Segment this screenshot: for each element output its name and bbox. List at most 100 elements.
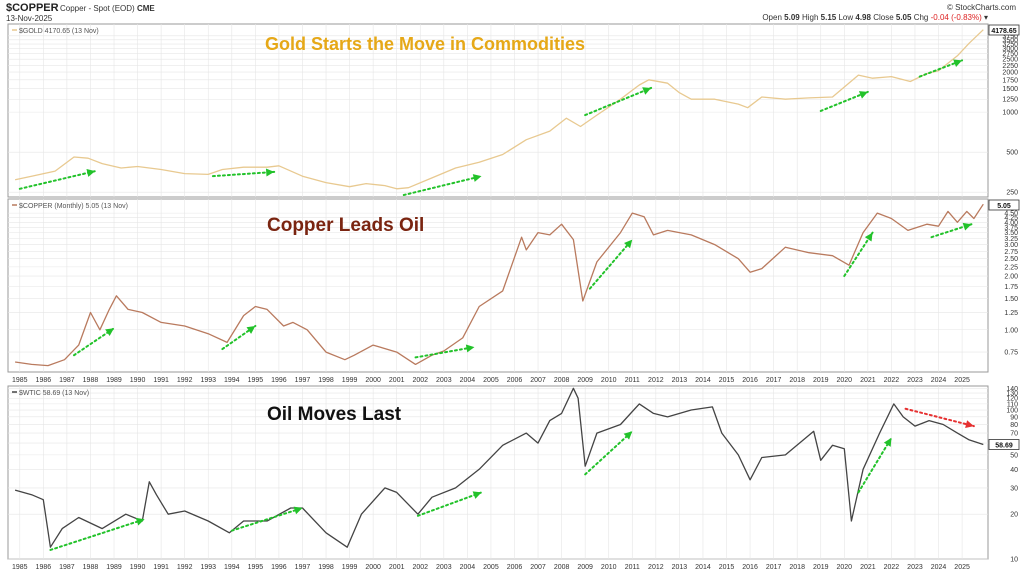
trend-arrow [72, 327, 116, 357]
x-tick-label: 2023 [907, 377, 923, 384]
x-tick-label: 2022 [884, 377, 900, 384]
y-tick-label: 130 [1006, 391, 1018, 398]
x-tick-label: 1998 [318, 564, 334, 571]
y-tick-label: 4.00 [1004, 220, 1018, 227]
trend-arrow-head [883, 437, 892, 447]
y-tick-label: 1250 [1002, 97, 1018, 104]
x-tick-label: 2005 [483, 564, 499, 571]
legend-label: $COPPER (Monthly) 5.05 (13 Nov) [19, 203, 128, 210]
x-tick-label: 2013 [672, 564, 688, 571]
x-tick-label: 2017 [766, 564, 782, 571]
x-tick-label: 1996 [271, 564, 287, 571]
x-tick-label: 1989 [106, 564, 122, 571]
y-tick-label: 20 [1010, 512, 1018, 519]
y-tick-label: 1.75 [1004, 284, 1018, 291]
x-tick-label: 2003 [436, 377, 452, 384]
x-tick-label: 2021 [860, 564, 876, 571]
dropdown-caret-icon[interactable]: ▾ [983, 13, 988, 22]
x-tick-label: 1999 [342, 377, 358, 384]
y-tick-label: 80 [1010, 422, 1018, 429]
x-tick-label: 2017 [766, 377, 782, 384]
x-tick-label: 2014 [695, 564, 711, 571]
description-text: Copper - Spot (EOD) [60, 4, 135, 13]
trend-arrow-head [864, 232, 873, 242]
chg-value: -0.04 (-0.83%) [930, 13, 982, 22]
series-line-3 [14, 387, 984, 548]
x-tick-label: 2021 [860, 377, 876, 384]
x-tick-label: 2010 [601, 564, 617, 571]
x-tick-label: 1999 [342, 564, 358, 571]
x-tick-label: 2008 [554, 377, 570, 384]
trend-arrow [819, 90, 869, 112]
x-tick-label: 2013 [672, 377, 688, 384]
y-tick-label: 3000 [1002, 46, 1018, 53]
x-tick-label: 2011 [625, 377, 640, 384]
y-tick-label: 2.75 [1004, 249, 1018, 256]
y-tick-label: 3.75 [1004, 225, 1018, 232]
panel-frame-1 [7, 23, 989, 198]
x-tick-label: 1987 [59, 377, 75, 384]
x-tick-label: 1992 [177, 377, 193, 384]
x-tick-label: 2015 [719, 564, 735, 571]
trend-arrow-head [135, 517, 145, 526]
y-tick-label: 2500 [1002, 57, 1018, 64]
panel-title-3: Oil Moves Last [267, 404, 402, 425]
y-tick-label: 4.50 [1004, 211, 1018, 218]
low-label: Low [838, 13, 854, 22]
y-tick-label: 3.25 [1004, 236, 1018, 243]
x-tick-label: 2016 [742, 377, 758, 384]
y-tick-label: 1000 [1002, 110, 1018, 117]
panel-frame-3 [7, 385, 989, 560]
trend-arrow-head [465, 344, 475, 353]
x-tick-label: 2024 [931, 377, 947, 384]
y-tick-label: 10 [1010, 557, 1018, 564]
last-value-badge [988, 24, 1020, 36]
x-tick-label: 2007 [530, 564, 546, 571]
trend-arrow [584, 430, 634, 476]
x-tick-label: 2002 [412, 377, 428, 384]
x-tick-label: 2005 [483, 377, 499, 384]
x-tick-label: 2009 [577, 377, 593, 384]
x-tick-label: 1996 [271, 377, 287, 384]
chart-date: 13-Nov-2025 [6, 14, 53, 23]
x-tick-label: 2020 [837, 377, 853, 384]
x-tick-label: 2003 [436, 564, 452, 571]
trend-arrow-head [642, 87, 652, 95]
y-tick-label: 3.00 [1004, 242, 1018, 249]
y-tick-label: 70 [1010, 431, 1018, 438]
y-tick-label: 100 [1006, 408, 1018, 415]
open-value: 5.09 [784, 13, 800, 22]
trend-arrow [416, 491, 483, 517]
trend-arrow-head [293, 506, 303, 515]
last-value-label: 5.05 [997, 203, 1011, 210]
brand-logo: © StockCharts.com [946, 3, 1016, 12]
x-tick-label: 1995 [248, 564, 264, 571]
y-tick-label: 110 [1007, 401, 1018, 408]
x-tick-label: 2000 [365, 564, 381, 571]
x-tick-label: 2009 [577, 564, 593, 571]
high-label: High [801, 13, 819, 22]
y-tick-label: 120 [1006, 396, 1018, 403]
x-tick-label: 1988 [83, 564, 99, 571]
x-tick-label: 2001 [389, 564, 405, 571]
x-tick-label: 2010 [601, 377, 617, 384]
symbol-title: $COPPER [6, 2, 59, 14]
close-label: Close [873, 13, 894, 22]
y-tick-label: 1500 [1002, 86, 1018, 93]
symbol-description: Copper - Spot (EOD) CME [60, 4, 155, 13]
trend-arrow-head [265, 168, 275, 177]
y-tick-label: 2.25 [1004, 264, 1018, 271]
y-tick-label: 2250 [1002, 63, 1018, 70]
x-tick-label: 1998 [318, 377, 334, 384]
y-tick-label: 2750 [1002, 51, 1018, 58]
y-tick-label: 3750 [1002, 33, 1018, 40]
y-tick-label: 2.50 [1004, 256, 1018, 263]
x-tick-label: 1990 [130, 377, 146, 384]
trend-arrow-head [472, 491, 482, 499]
x-tick-label: 2014 [695, 377, 711, 384]
x-tick-label: 1988 [83, 377, 99, 384]
x-tick-label: 1997 [295, 377, 311, 384]
trend-arrow-head [105, 328, 115, 337]
x-tick-label: 2012 [648, 564, 664, 571]
